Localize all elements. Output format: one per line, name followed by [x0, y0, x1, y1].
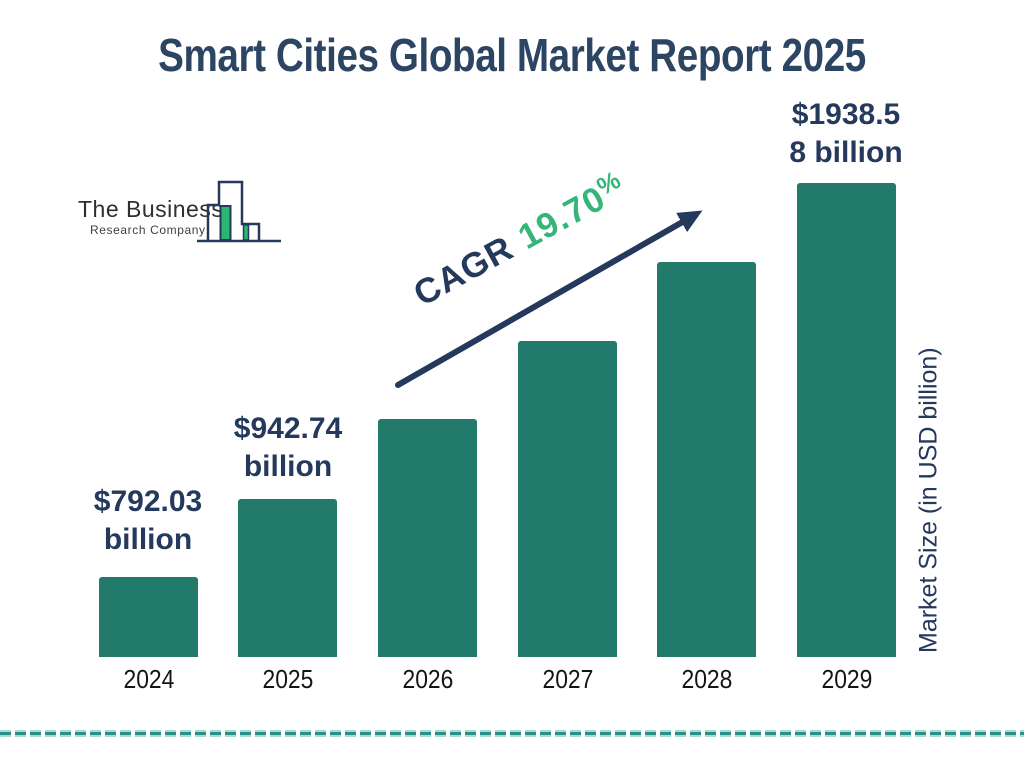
logo-name-text: The Business: [78, 196, 224, 222]
company-logo: The Business Research Company: [78, 180, 288, 250]
value-label-2024: $792.03 billion: [93, 485, 203, 556]
x-tick-2029: 2029: [821, 664, 872, 694]
cagr-value: 19.70: [511, 178, 612, 257]
logo-subtitle-text: Research Company: [90, 223, 206, 237]
x-tick-2024: 2024: [123, 664, 174, 694]
cagr-text: CAGR: [407, 228, 520, 314]
page-title: Smart Cities Global Market Report 2025: [158, 29, 866, 81]
x-tick-2026: 2026: [402, 664, 453, 694]
bar-2025: [238, 499, 337, 657]
x-tick-2028: 2028: [681, 664, 732, 694]
x-tick-2025: 2025: [262, 664, 313, 694]
bar-2029: [797, 183, 896, 657]
x-tick-2027: 2027: [542, 664, 593, 694]
bar-2028: [657, 262, 756, 657]
bar-2027: [518, 341, 617, 657]
bar-2024: [99, 577, 198, 657]
bar-2026: [378, 419, 477, 657]
value-label-2025: $942.74 billion: [233, 412, 343, 483]
y-axis-label: Market Size (in USD billion): [914, 347, 943, 653]
value-label-2029: $1938.5 8 billion: [789, 98, 903, 169]
cagr-annotation: CAGR19.70%: [403, 159, 630, 314]
footer-dashed-divider: [0, 729, 1024, 737]
skyline-logo-icon: [197, 180, 281, 243]
